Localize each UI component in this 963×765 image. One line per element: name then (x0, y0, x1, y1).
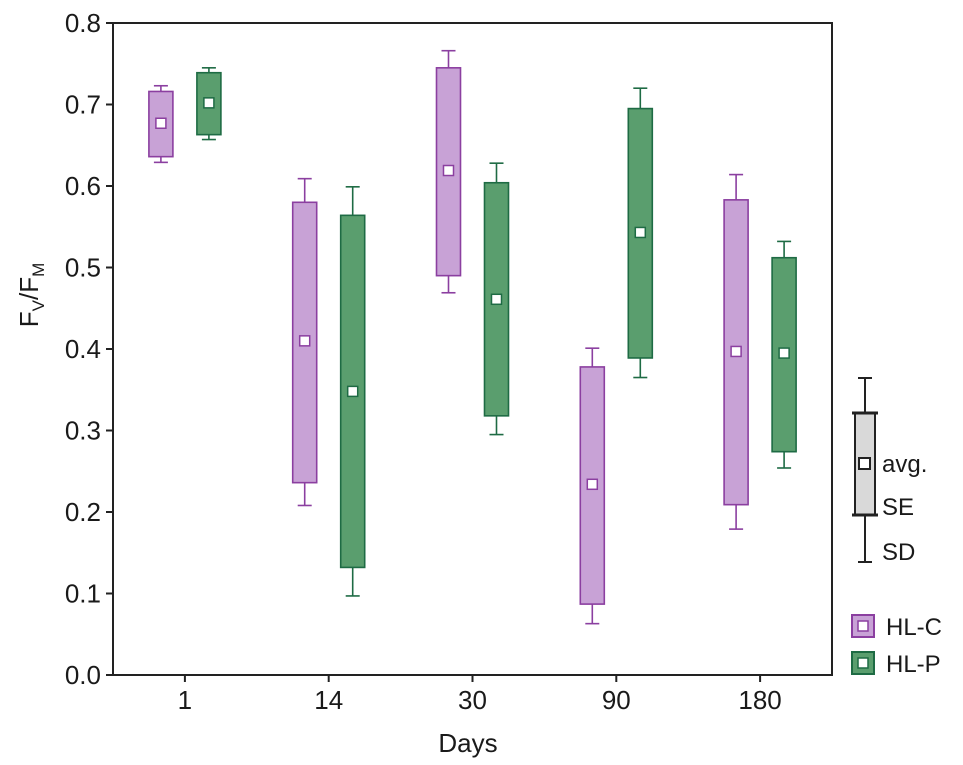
x-tick-label: 180 (738, 685, 781, 715)
avg-marker-hl-c (586, 478, 599, 491)
series-legend: HL-C HL-P (851, 614, 942, 678)
avg-marker-hl-p (490, 293, 503, 306)
y-axis-title-sep: /F (14, 277, 44, 300)
y-axis-title-base: F (14, 311, 44, 327)
y-tick-label: 0.1 (65, 579, 101, 609)
key-sd-label: SD (882, 539, 915, 566)
key-avg-label: avg. (882, 451, 927, 478)
legend-label-hl-c: HL-C (886, 614, 942, 641)
y-tick-label: 0.0 (65, 660, 101, 690)
x-axis-title: Days (438, 728, 497, 758)
plot-area: 0.0 0.1 0.2 0.3 0.4 0.5 0.6 0.7 0.8 1 14 30 90 180 (65, 8, 833, 715)
y-axis-title-sub-m: M (29, 263, 48, 277)
y-tick-label: 0.3 (65, 416, 101, 446)
x-tick-label: 1 (178, 685, 192, 715)
avg-marker-hl-p (778, 347, 790, 359)
y-tick-label: 0.6 (65, 171, 101, 201)
legend-swatch-hl-c-marker (857, 620, 869, 632)
avg-marker-hl-c (730, 345, 742, 358)
avg-marker-hl-c (155, 117, 167, 129)
stat-key: avg. SE SD (852, 377, 927, 566)
x-tick-label: 90 (602, 685, 631, 715)
legend-swatch-hl-p-marker (857, 657, 869, 669)
avg-marker-hl-c (442, 164, 455, 177)
y-axis-title: FV/FM (14, 263, 48, 328)
legend-label-hl-p: HL-P (886, 651, 941, 678)
y-axis-title-sub-v: V (29, 299, 48, 311)
avg-marker-hl-c (298, 335, 311, 347)
y-tick-label: 0.8 (65, 8, 101, 38)
key-avg-marker (858, 457, 871, 470)
avg-marker-hl-p (634, 226, 647, 239)
avg-marker-hl-p (203, 97, 215, 109)
key-se-label: SE (882, 494, 914, 521)
x-tick-label: 30 (458, 685, 487, 715)
y-tick-label: 0.4 (65, 334, 101, 364)
y-tick-label: 0.2 (65, 497, 101, 527)
x-tick-label: 14 (314, 685, 343, 715)
y-tick-label: 0.5 (65, 253, 101, 283)
avg-marker-hl-p (346, 385, 359, 398)
y-tick-label: 0.7 (65, 90, 101, 120)
